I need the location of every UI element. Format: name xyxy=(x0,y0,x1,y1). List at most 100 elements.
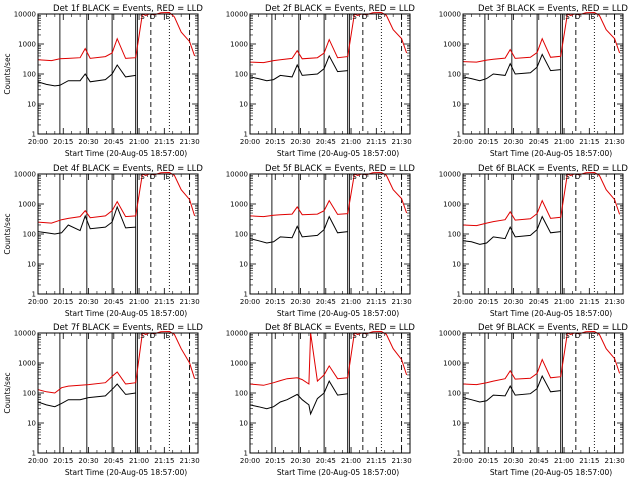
chart-title: Det 2f BLACK = Events, RED = LLD xyxy=(265,4,415,14)
y-tick-label: 100 xyxy=(23,231,36,239)
y-tick-label: 100 xyxy=(23,71,36,79)
panel-det-8: Det 8f BLACK = Events, RED = LLD Start Ti… xyxy=(226,323,416,477)
event-marker-label: O xyxy=(150,173,156,181)
x-tick-label: 21:30 xyxy=(179,138,199,146)
series-events-line xyxy=(250,54,348,82)
x-tick-label: 21:30 xyxy=(604,138,624,146)
y-tick-label: 1 xyxy=(244,131,248,139)
x-tick-label: 20:15 xyxy=(53,457,73,465)
x-tick-label: 20:45 xyxy=(316,298,336,306)
y-tick-label: 1000 xyxy=(230,360,248,368)
y-tick-label: 10 xyxy=(239,101,248,109)
x-tick-label: 20:30 xyxy=(290,138,310,146)
y-tick-label: 10000 xyxy=(226,11,248,19)
event-marker-label: E xyxy=(377,332,381,340)
y-tick-label: 10 xyxy=(27,101,36,109)
chart-title: Det 8f BLACK = Events, RED = LLD xyxy=(265,323,415,333)
x-tick-label: 20:45 xyxy=(529,298,549,306)
x-tick-label: 20:45 xyxy=(529,138,549,146)
y-tick-label: 1000 xyxy=(443,360,461,368)
panel-det-3: Det 3f BLACK = Events, RED = LLD Start Ti… xyxy=(439,4,629,158)
x-tick-label: 20:15 xyxy=(265,298,285,306)
event-marker-label: S xyxy=(352,332,357,340)
chart-title: Det 6f BLACK = Events, RED = LLD xyxy=(478,164,628,174)
event-marker-label: E xyxy=(377,173,381,181)
plot-frame xyxy=(249,173,411,295)
series-lld-line xyxy=(463,330,621,386)
chart-title: Det 3f BLACK = Events, RED = LLD xyxy=(478,4,628,14)
y-tick-label: 10 xyxy=(239,420,248,428)
event-marker-label: S xyxy=(565,173,570,181)
x-tick-label: 20:45 xyxy=(104,298,124,306)
y-tick-label: 100 xyxy=(448,390,461,398)
series-events-line xyxy=(250,380,348,416)
x-tick-label: 21:15 xyxy=(366,138,386,146)
event-marker-label: S xyxy=(565,13,570,21)
x-tick-label: 20:00 xyxy=(28,138,48,146)
event-marker-label: E xyxy=(165,173,169,181)
series-events-line xyxy=(38,64,136,87)
x-tick-label: 21:15 xyxy=(154,138,174,146)
x-tick-label: 21:30 xyxy=(179,457,199,465)
event-marker-label: O xyxy=(575,173,581,181)
y-tick-label: 10000 xyxy=(226,330,248,338)
y-tick-label: 1 xyxy=(244,291,248,299)
event-marker-label: O xyxy=(575,332,581,340)
y-tick-label: 10 xyxy=(452,101,461,109)
series-lld-line xyxy=(38,171,196,224)
x-tick-label: 20:45 xyxy=(104,457,124,465)
x-tick-label: 21:00 xyxy=(341,457,361,465)
series-lld-line xyxy=(250,171,408,218)
panel-det-5: Det 5f BLACK = Events, RED = LLD Start Ti… xyxy=(226,164,416,318)
x-tick-label: 20:30 xyxy=(78,138,98,146)
y-tick-label: 10000 xyxy=(14,171,36,179)
y-tick-label: 10000 xyxy=(14,11,36,19)
event-marker-label: S xyxy=(352,13,357,21)
event-marker-label: O xyxy=(362,332,368,340)
series-events-line xyxy=(463,374,561,403)
event-marker-label: S xyxy=(140,13,145,21)
panel-det-4: Det 4f BLACK = Events, RED = LLD Counts/s… xyxy=(3,164,203,318)
y-tick-label: 100 xyxy=(448,71,461,79)
x-tick-label: 20:00 xyxy=(453,138,473,146)
x-tick-label: 20:30 xyxy=(290,298,310,306)
chart-title: Det 5f BLACK = Events, RED = LLD xyxy=(265,164,415,174)
x-tick-label: 21:30 xyxy=(179,298,199,306)
y-tick-label: 1000 xyxy=(230,41,248,49)
plot-frame xyxy=(249,332,411,454)
y-tick-label: 1000 xyxy=(18,360,36,368)
y-tick-label: 1 xyxy=(457,450,461,458)
plot-frame xyxy=(37,332,199,454)
x-tick-label: 20:15 xyxy=(265,138,285,146)
x-axis-label: Start Time (20-Aug-05 18:57:00) xyxy=(490,149,612,158)
x-tick-label: 20:15 xyxy=(478,138,498,146)
y-axis-label: Counts/sec xyxy=(3,53,12,94)
x-tick-label: 20:45 xyxy=(104,138,124,146)
x-axis-label: Start Time (20-Aug-05 18:57:00) xyxy=(65,149,187,158)
y-tick-label: 10 xyxy=(452,420,461,428)
x-tick-label: 20:15 xyxy=(53,298,73,306)
event-marker-label: S xyxy=(565,332,570,340)
event-marker-label: E xyxy=(165,13,169,21)
x-tick-label: 21:15 xyxy=(579,298,599,306)
y-tick-label: 1000 xyxy=(443,41,461,49)
x-tick-label: 20:00 xyxy=(240,298,260,306)
series-events-line xyxy=(250,215,348,244)
event-marker-label: O xyxy=(150,332,156,340)
x-tick-label: 21:00 xyxy=(129,457,149,465)
event-marker-label: E xyxy=(590,13,594,21)
x-tick-label: 21:15 xyxy=(579,457,599,465)
x-tick-label: 21:00 xyxy=(554,138,574,146)
x-tick-label: 20:00 xyxy=(28,457,48,465)
event-marker-label: S xyxy=(352,173,357,181)
series-events-line xyxy=(38,383,136,408)
chart-title: Det 4f BLACK = Events, RED = LLD xyxy=(53,164,203,174)
event-marker-label: O xyxy=(362,173,368,181)
x-tick-label: 20:15 xyxy=(478,298,498,306)
panel-det-6: Det 6f BLACK = Events, RED = LLD Start Ti… xyxy=(439,164,629,318)
y-tick-label: 1000 xyxy=(18,41,36,49)
series-events-line xyxy=(463,53,561,82)
y-tick-label: 10000 xyxy=(439,171,461,179)
x-tick-label: 21:30 xyxy=(604,298,624,306)
x-tick-label: 20:15 xyxy=(265,457,285,465)
